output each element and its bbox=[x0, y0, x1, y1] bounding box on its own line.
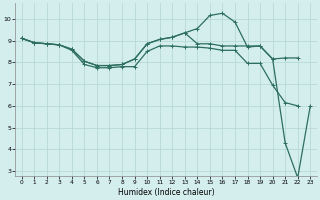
X-axis label: Humidex (Indice chaleur): Humidex (Indice chaleur) bbox=[118, 188, 214, 197]
